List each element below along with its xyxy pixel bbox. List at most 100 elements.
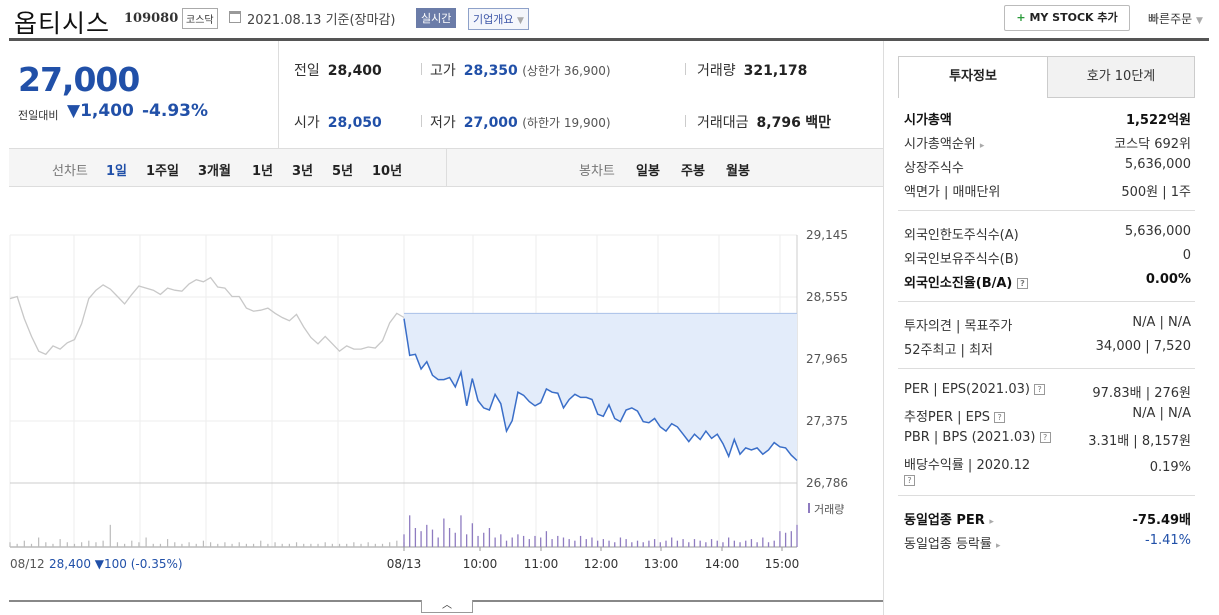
foreign-hold-row: 외국인보유주식수(B) 0 (904, 248, 1191, 267)
help-icon[interactable]: ? (994, 412, 1006, 423)
stock-name: 옵티시스 (14, 9, 111, 38)
divider (898, 201, 1195, 211)
tab-investment-info[interactable]: 투자정보 (898, 56, 1048, 98)
calendar-icon (229, 11, 241, 23)
industry-rate-row[interactable]: 동일업종 등락률 ▸ -1.41% (904, 533, 1191, 552)
foreign-rate-row: 외국인소진율(B/A) ? 0.00% (904, 272, 1191, 291)
chart-area: 29,145 28,555 27,965 27,375 26,786 거래량 08/12 28… (0, 187, 883, 607)
divider (9, 38, 1209, 41)
current-price: 27,000 (18, 60, 140, 99)
x-tick-label: 15:00 (765, 557, 800, 571)
company-overview-label: 기업개요 (473, 13, 514, 26)
x-tick-label: 12:00 (584, 557, 619, 571)
stock-code: 109080 (124, 11, 179, 26)
candle-chart-label: 봉차트 (579, 164, 615, 179)
today-price-line (403, 318, 798, 462)
foreign-limit-row: 외국인한도주식수(A) 5,636,000 (904, 224, 1191, 243)
base-date: 2021.08.13 기준(장마감) (247, 13, 396, 28)
arrow-icon: ▸ (989, 517, 994, 527)
divider (685, 63, 686, 75)
help-icon[interactable]: ? (1039, 432, 1051, 443)
trade-amount: 거래대금 8,796 백만 (697, 115, 832, 131)
opinion-row: 투자의견 | 목표주가 N/A | N/A (904, 315, 1191, 334)
y-tick-label: 26,786 (806, 476, 848, 490)
rank-row[interactable]: 시가총액순위 ▸ 코스닥 692위 (904, 137, 1191, 152)
y-tick-label: 27,965 (806, 352, 848, 366)
chart-tabs: 선차트 1일 1주일 3개월 1년 3년 5년 10년 봉차트 일봉 주봉 월봉 (9, 148, 883, 187)
help-icon[interactable]: ? (1016, 278, 1028, 289)
prev-day-line (9, 276, 405, 356)
low-price: 저가 27,000 (하한가 19,900) (430, 115, 611, 131)
x-tick-label: 13:00 (644, 557, 679, 571)
volume: 거래량 321,178 (697, 63, 808, 79)
tab-1week[interactable]: 1주일 (146, 164, 179, 179)
x-left-date: 08/12 (10, 557, 45, 571)
realtime-button[interactable]: 실시간 (416, 8, 457, 28)
price-box: 27,000 전일대비 ▼1,400 -4.93% (9, 41, 279, 148)
arrow-icon: ▸ (996, 541, 1001, 551)
collapse-handle-icon[interactable]: ︿ (421, 600, 473, 613)
tab-weekly[interactable]: 주봉 (681, 164, 705, 179)
y-tick-label: 29,145 (806, 228, 848, 242)
week52-row: 52주최고 | 최저 34,000 | 7,520 (904, 339, 1191, 358)
x-tick-label: 11:00 (524, 557, 559, 571)
divider (446, 149, 447, 187)
divider (898, 359, 1195, 369)
investment-info-list: 시가총액 1,522억원 시가총액순위 ▸ 코스닥 692위 상장주식수 5,636,… (898, 98, 1195, 553)
tab-10year[interactable]: 10년 (372, 164, 403, 179)
tab-orderbook-10[interactable]: 호가 10단계 (1047, 56, 1195, 98)
x-tick-label: 10:00 (463, 557, 498, 571)
per-row: PER | EPS(2021.03) ? 97.83배 | 276원 (904, 382, 1191, 401)
x-left-price: 28,400 ▼100 (-0.35%) (49, 557, 183, 571)
prev-close: 전일 28,400 (294, 63, 382, 79)
est-per-row: 추정PER | EPS ? N/A | N/A (904, 406, 1191, 425)
market-badge: 코스닥 (182, 8, 218, 29)
tab-monthly[interactable]: 월봉 (726, 164, 750, 179)
tab-1day[interactable]: 1일 (106, 164, 128, 179)
x-tick-label: 08/13 (387, 557, 422, 571)
dropdown-icon: ▼ (1196, 16, 1203, 26)
diff-value: ▼1,400 (67, 101, 134, 121)
tab-5year[interactable]: 5년 (332, 164, 354, 179)
tab-1year[interactable]: 1년 (252, 164, 274, 179)
plus-icon: + (1016, 11, 1026, 24)
par-row: 액면가 | 매매단위 500원 | 1주 (904, 185, 1191, 200)
arrow-icon: ▸ (979, 141, 985, 151)
dividend-row: 배당수익률 | 2020.12? 0.19% (904, 458, 1191, 486)
y-tick-label: 27,375 (806, 414, 848, 428)
company-overview-button[interactable]: 기업개요 ▼ (468, 8, 529, 30)
top-bar: 옵티시스 109080 코스닥 2021.08.13 기준(장마감) 실시간 기… (0, 0, 1219, 38)
open-price: 시가 28,050 (294, 115, 382, 131)
pbr-row: PBR | BPS (2021.03) ? 3.31배 | 8,157원 (904, 430, 1191, 449)
help-icon[interactable]: ? (1034, 384, 1046, 395)
industry-per-row[interactable]: 동일업종 PER ▸ -75.49배 (904, 513, 1191, 528)
price-stats: 전일 28,400 고가 28,350 (상한가 36,900) 거래량 321,17… (280, 41, 882, 148)
right-panel: 투자정보 호가 10단계 시가총액 1,522억원 시가총액순위 ▸ 코스닥 692… (883, 41, 1219, 615)
my-stock-label: MY STOCK 추가 (1029, 11, 1118, 24)
divider (421, 63, 422, 75)
market-cap-row: 시가총액 1,522억원 (904, 113, 1191, 128)
tab-daily[interactable]: 일봉 (636, 164, 660, 179)
diff-label: 전일대비 (18, 109, 59, 122)
divider (898, 292, 1195, 302)
line-chart-label: 선차트 (52, 164, 88, 179)
divider (421, 115, 422, 127)
dropdown-icon: ▼ (516, 16, 524, 26)
price-chart: 29,145 28,555 27,965 27,375 26,786 거래량 08/12 28… (9, 228, 848, 571)
my-stock-add-button[interactable]: + MY STOCK 추가 (1004, 5, 1130, 31)
high-price: 고가 28,350 (상한가 36,900) (430, 63, 611, 79)
divider (685, 115, 686, 127)
fast-order-button[interactable]: 빠른주문 ▼ (1148, 10, 1203, 27)
y-tick-label: 28,555 (806, 290, 848, 304)
divider (898, 486, 1195, 496)
fast-order-label: 빠른주문 (1148, 12, 1193, 26)
tab-3month[interactable]: 3개월 (198, 164, 231, 179)
volume-legend-swatch (808, 503, 810, 513)
diff-rate: -4.93% (142, 101, 209, 121)
x-tick-label: 14:00 (705, 557, 740, 571)
help-icon[interactable]: ? (904, 475, 915, 486)
shares-row: 상장주식수 5,636,000 (904, 157, 1191, 176)
tab-3year[interactable]: 3년 (292, 164, 314, 179)
volume-legend-label: 거래량 (814, 503, 844, 516)
today-area-fill (404, 313, 797, 461)
